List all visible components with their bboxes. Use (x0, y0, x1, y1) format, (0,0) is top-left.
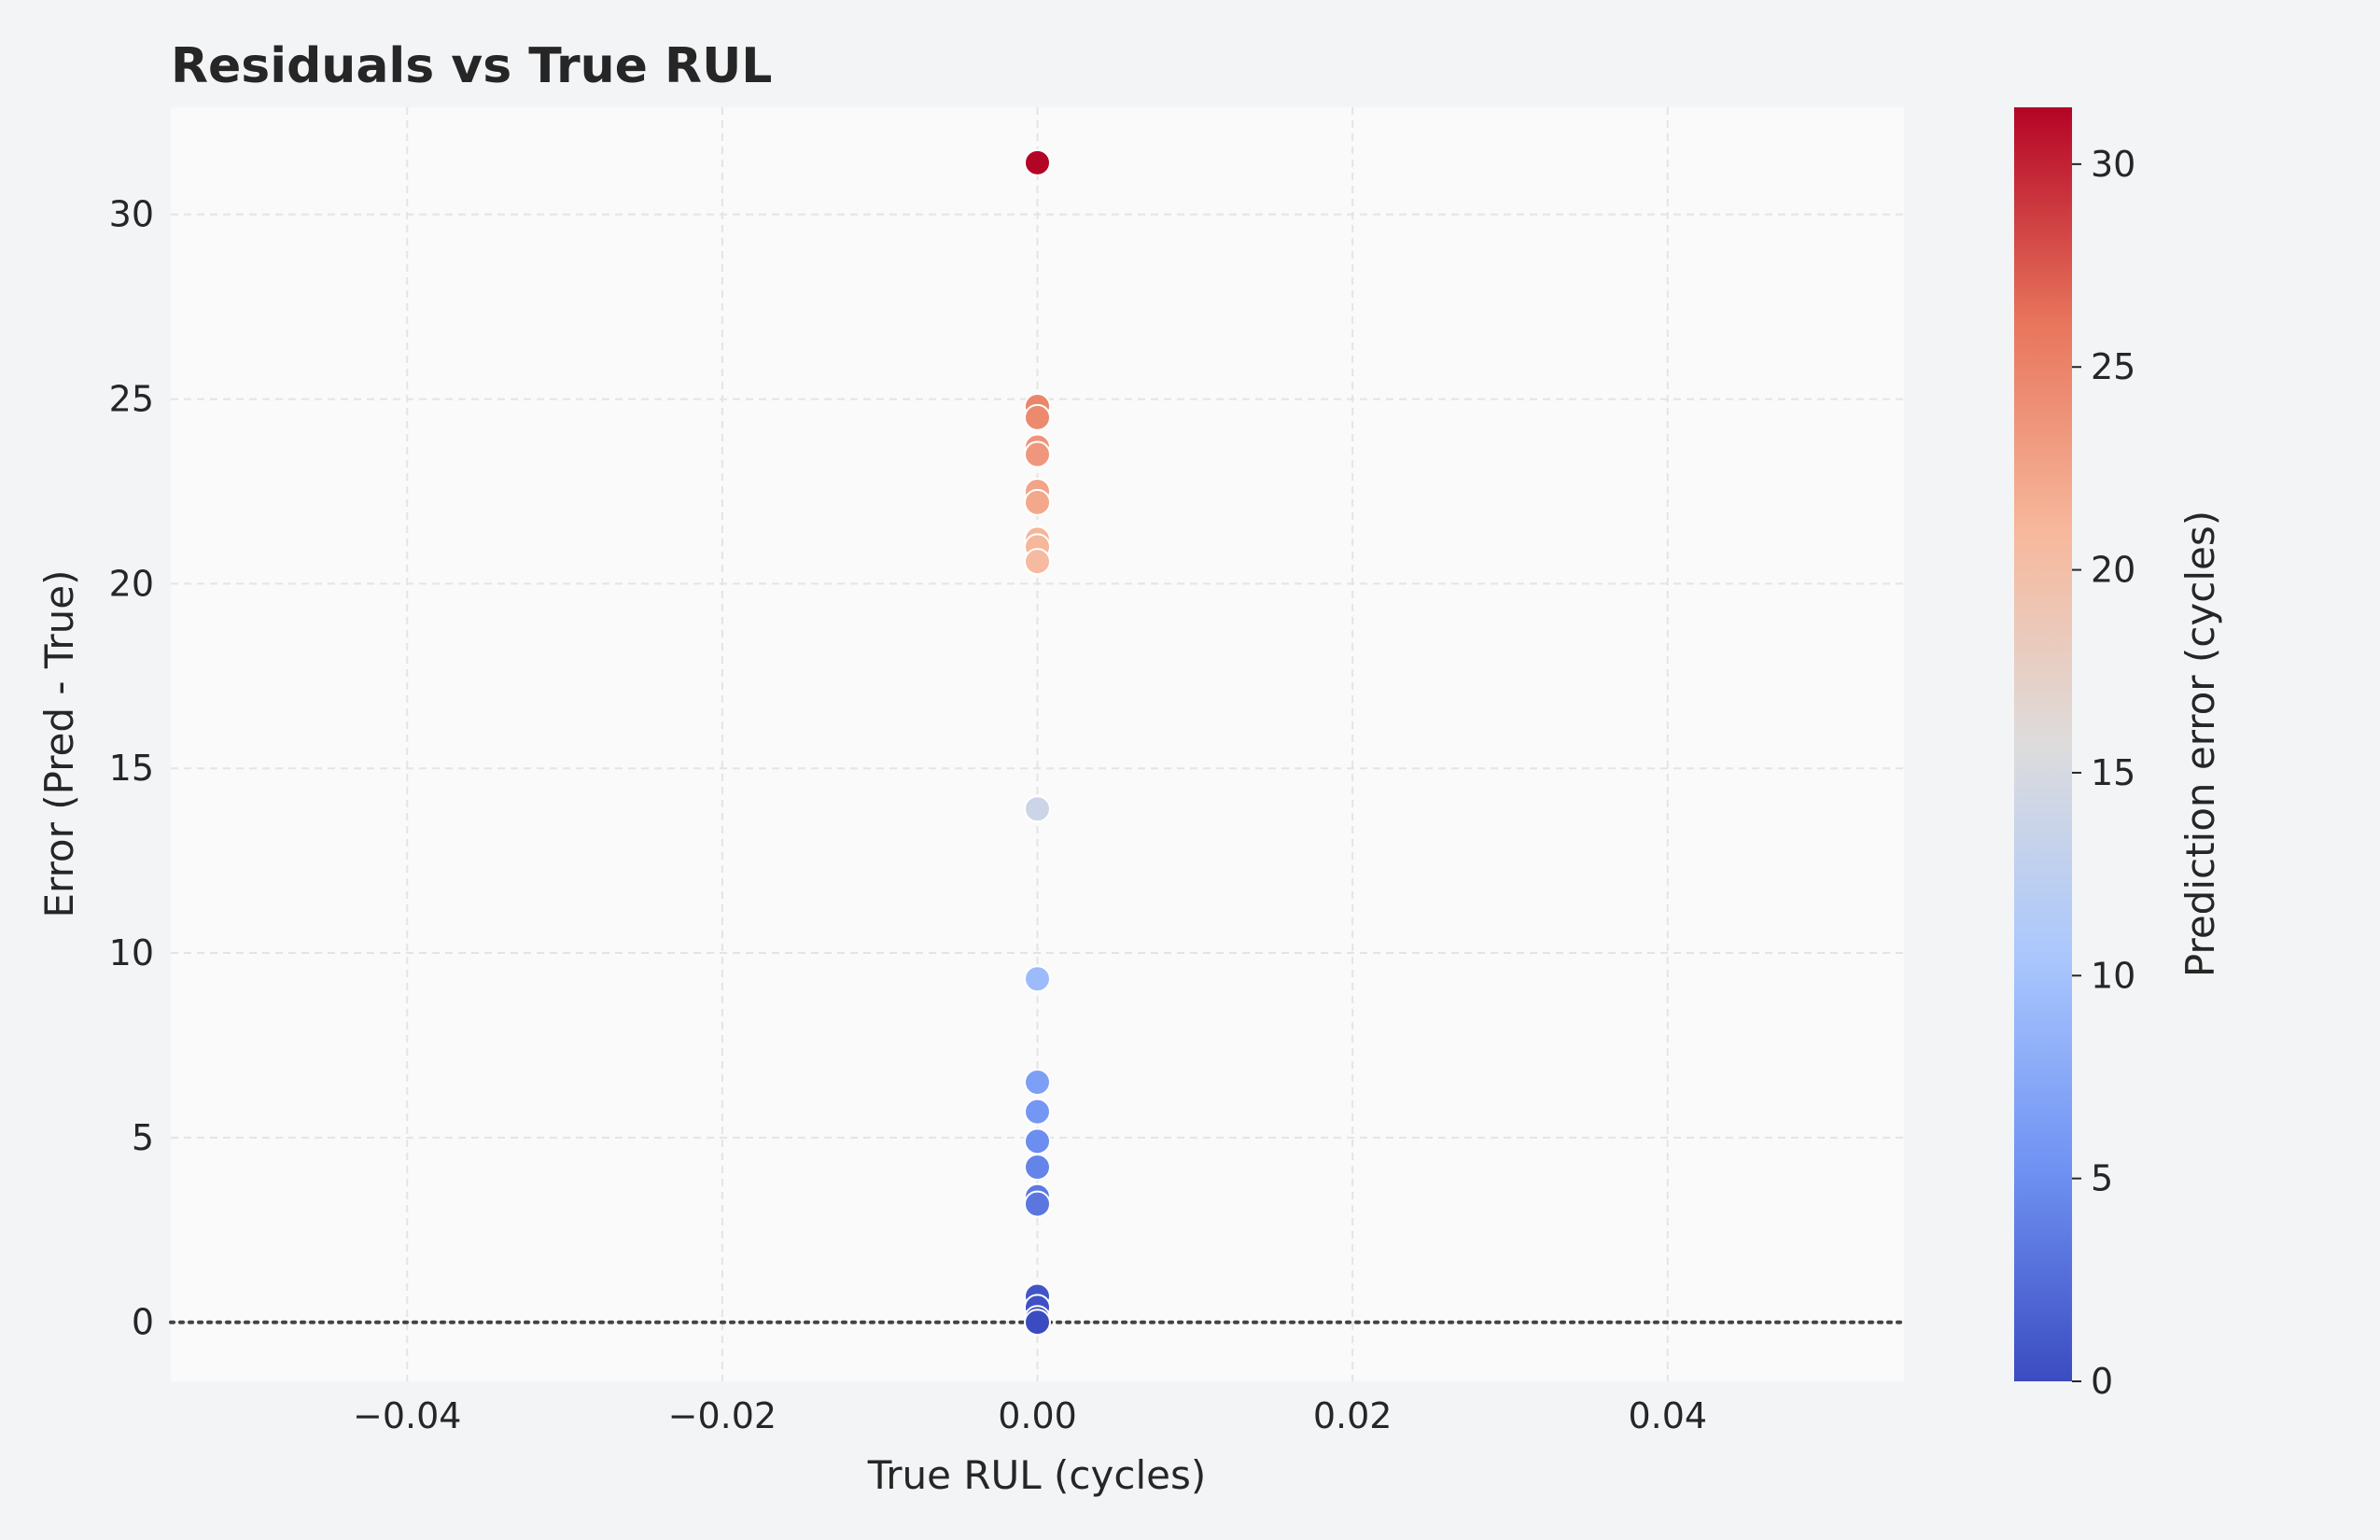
data-point (1024, 1190, 1051, 1218)
data-point (1024, 488, 1051, 516)
grid-lines (171, 107, 1904, 1381)
data-point (1024, 1098, 1051, 1126)
data-point (1024, 1069, 1051, 1097)
y-tick-label: 10 (109, 932, 154, 973)
x-tick-label: 0.02 (1313, 1395, 1393, 1436)
data-point (1024, 441, 1051, 469)
y-tick-label: 20 (109, 563, 154, 604)
x-tick-label: −0.04 (353, 1395, 461, 1436)
y-axis-ticks: 0 5 10 15 20 25 30 (109, 194, 154, 1343)
colorbar-tick-label: 30 (2091, 144, 2135, 185)
x-axis-title: True RUL (cycles) (867, 1452, 1206, 1498)
colorbar-tick-label: 20 (2091, 550, 2135, 591)
colorbar-tick-label: 15 (2091, 752, 2135, 793)
data-point (1024, 1309, 1051, 1337)
y-tick-label: 25 (109, 379, 154, 420)
y-axis-title: Error (Pred - True) (36, 570, 82, 918)
colorbar-ticks: 0 5 10 15 20 25 30 (2072, 144, 2135, 1402)
y-tick-label: 15 (109, 748, 154, 789)
colorbar-gradient (2014, 107, 2072, 1381)
x-tick-label: −0.02 (668, 1395, 777, 1436)
colorbar-tick-label: 10 (2091, 955, 2135, 996)
data-point (1024, 1154, 1051, 1182)
colorbar-tick-label: 0 (2091, 1361, 2113, 1402)
colorbar: 0 5 10 15 20 25 30 Prediction error (cycles) (2014, 107, 2223, 1402)
y-tick-label: 30 (109, 194, 154, 235)
chart-title: Residuals vs True RUL (171, 38, 772, 94)
x-axis-ticks: −0.04 −0.02 0.00 0.02 0.04 (353, 1395, 1707, 1436)
y-tick-label: 5 (132, 1117, 154, 1158)
scatter-points (1024, 148, 1051, 1337)
data-point (1024, 1127, 1051, 1155)
y-tick-label: 0 (132, 1302, 154, 1343)
colorbar-tick-label: 5 (2091, 1158, 2113, 1199)
data-point (1024, 148, 1051, 176)
colorbar-tick-label: 25 (2091, 346, 2135, 387)
x-tick-label: 0.04 (1628, 1395, 1707, 1436)
data-point (1024, 403, 1051, 431)
data-point (1024, 965, 1051, 993)
colorbar-title: Prediction error (cycles) (2177, 511, 2223, 977)
x-tick-label: 0.00 (998, 1395, 1077, 1436)
data-point (1024, 548, 1051, 576)
data-point (1024, 795, 1051, 823)
